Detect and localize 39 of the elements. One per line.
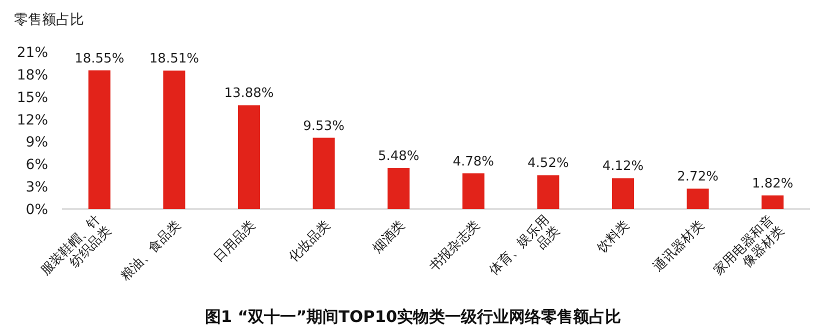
data-label: 9.53% — [303, 118, 344, 134]
bar — [88, 70, 110, 209]
data-label: 13.88% — [224, 86, 274, 102]
x-tick-label: 通讯器材类 — [650, 218, 708, 275]
bar — [388, 168, 410, 209]
y-tick-label: 12% — [16, 112, 48, 128]
data-label: 18.55% — [74, 51, 124, 66]
data-label: 1.82% — [752, 176, 794, 192]
bar — [238, 105, 260, 209]
x-tick-label: 烟酒类 — [370, 218, 408, 256]
y-tick-label: 9% — [26, 134, 48, 151]
bar — [762, 195, 784, 209]
y-tick-label: 15% — [16, 90, 48, 106]
x-tick-label: 家用电器和音像器材类 — [710, 212, 788, 279]
y-tick-label: 3% — [26, 180, 48, 196]
y-tick-label: 21% — [16, 45, 48, 61]
x-tick-label: 饮料类 — [594, 218, 633, 257]
text: 图1 “双十一”期间TOP10实物类一级行业网络零售额占比 — [204, 307, 622, 326]
y-axis-title: 零售额占比 — [14, 12, 84, 28]
x-tick-label: 书报杂志类 — [426, 218, 484, 275]
bar — [163, 70, 186, 209]
x-tick-label: 体育、娱乐用品类 — [486, 212, 564, 279]
data-label: 2.72% — [677, 170, 718, 185]
bar — [612, 178, 634, 209]
bar — [312, 138, 335, 209]
x-tick-label: 化妆品类 — [286, 218, 334, 266]
y-tick-label: 6% — [26, 157, 48, 174]
bar — [537, 175, 560, 209]
x-tick-label: 日用品类 — [211, 218, 259, 266]
data-label: 18.51% — [149, 52, 199, 67]
data-label: 4.12% — [602, 159, 644, 174]
data-label: 5.48% — [378, 149, 420, 164]
x-tick-label: 粮油、食品类 — [118, 218, 184, 284]
data-label: 4.52% — [528, 156, 569, 172]
bar — [686, 188, 709, 209]
bar — [462, 173, 484, 209]
data-label: 4.78% — [452, 154, 494, 170]
y-tick-label: 0% — [26, 202, 48, 218]
y-tick-label: 18% — [16, 67, 48, 84]
